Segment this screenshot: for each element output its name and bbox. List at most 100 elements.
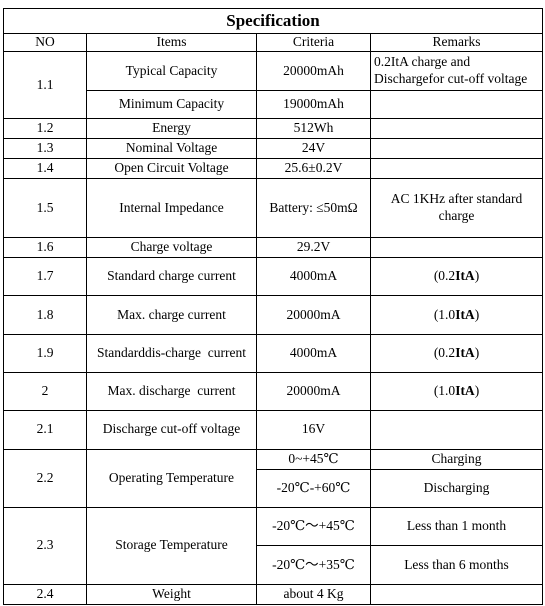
remark-text: ) <box>474 383 480 399</box>
row-item: Energy <box>86 117 257 140</box>
row-criteria: 29.2V <box>256 236 371 259</box>
row-remark <box>370 410 543 450</box>
row-no: 1.2 <box>3 117 87 140</box>
row-item: Typical Capacity <box>86 51 257 91</box>
remark-text: (1.0 <box>433 383 456 399</box>
table-row: 2.2 Operating Temperature 0~+45℃ Chargin… <box>3 448 543 509</box>
table-row: 2.1 Discharge cut-off voltage 16V <box>3 410 543 450</box>
table-row: -20℃～+35℃ Less than 6 months <box>4 545 543 585</box>
row-item: Max. charge current <box>86 295 257 335</box>
row-no: 1.8 <box>3 295 87 335</box>
header-remarks: Remarks <box>370 33 543 53</box>
row-remark: (1.0ItA) <box>370 295 543 335</box>
row-criteria: 4000mA <box>256 256 371 297</box>
remark-text: ) <box>474 268 480 284</box>
header-criteria: Criteria <box>256 33 371 53</box>
remark-line: 0.2ItA charge and <box>374 54 471 70</box>
table-row: 1.8 Max. charge current 20000mA (1.0ItA) <box>3 295 543 335</box>
table-row: 2.4 Weight about 4 Kg <box>3 583 543 606</box>
table-row: 1.2 Energy 512Wh <box>3 117 543 140</box>
row-criteria: -20℃～+45℃ <box>256 507 371 547</box>
remark-line: AC 1KHz after standard <box>390 191 523 207</box>
remark-line: charge <box>438 208 475 224</box>
row-remark <box>370 89 543 119</box>
row-no: 1.6 <box>3 236 87 259</box>
row-item: Standard charge current <box>86 256 257 297</box>
remark-text: (1.0 <box>433 306 456 322</box>
row-no: 2.4 <box>3 583 87 606</box>
header-items: Items <box>86 33 257 53</box>
row-no: 2.2 <box>3 448 87 509</box>
remark-text: ) <box>474 344 480 360</box>
remark-unit: ItA <box>455 268 475 284</box>
remark-unit: ItA <box>455 344 475 360</box>
row-item: Charge voltage <box>86 236 257 259</box>
remark-unit: ItA <box>455 383 475 399</box>
row-item: Discharge cut-off voltage <box>86 410 257 450</box>
row-item: Standarddis-charge current <box>86 333 257 373</box>
row-criteria: 20000mAh <box>256 51 371 91</box>
row-criteria: 19000mAh <box>256 89 371 119</box>
row-remark: AC 1KHz after standard charge <box>370 178 543 238</box>
row-no: 1.3 <box>3 138 87 160</box>
remark-line: Dischargefor cut-off voltage <box>374 71 528 86</box>
row-criteria: 512Wh <box>256 117 371 140</box>
row-criteria: 0~+45℃ <box>256 448 371 470</box>
row-item: Nominal Voltage <box>86 138 257 160</box>
header-no: NO <box>3 33 87 53</box>
row-remark: Discharging <box>370 468 543 509</box>
row-remark: Less than 1 month <box>370 507 543 547</box>
row-criteria: 4000mA <box>256 333 371 373</box>
row-criteria: -20℃～+35℃ <box>256 545 371 585</box>
row-remark <box>370 583 543 606</box>
remark-text: (0.2 <box>433 344 456 360</box>
row-no: 1.1 <box>3 51 87 119</box>
table-row: 1.5 Internal Impedance Battery: ≤50mΩ AC… <box>3 178 543 238</box>
table-row: 1.4 Open Circuit Voltage 25.6±0.2V <box>3 158 543 180</box>
row-item: Open Circuit Voltage <box>86 158 257 180</box>
row-no: 1.7 <box>3 256 87 297</box>
row-item: Weight <box>86 583 257 606</box>
row-criteria: 24V <box>256 138 371 160</box>
table-row: Minimum Capacity 19000mAh <box>4 89 543 119</box>
row-no: 1.9 <box>3 333 87 373</box>
table-row: 1.3 Nominal Voltage 24V <box>3 138 543 160</box>
row-remark: (1.0ItA) <box>370 371 543 412</box>
row-criteria: Battery: ≤50mΩ <box>256 178 371 238</box>
table-row: 2.3 Storage Temperature -20℃～+45℃ Less t… <box>3 507 543 585</box>
row-item: Operating Temperature <box>86 448 257 509</box>
table-row: 1.6 Charge voltage 29.2V <box>3 236 543 259</box>
table-row: 1.9 Standarddis-charge current 4000mA (0… <box>3 333 543 373</box>
table-row: -20℃-+60℃ Discharging <box>4 468 543 509</box>
row-remark: (0.2ItA) <box>370 333 543 373</box>
header-row: NO Items Criteria Remarks <box>3 33 543 53</box>
row-criteria: -20℃-+60℃ <box>256 468 371 509</box>
remark-text: ) <box>474 306 480 322</box>
row-no: 2 <box>3 371 87 412</box>
row-remark: Less than 6 months <box>370 545 543 585</box>
specification-table: Specification NO Items Criteria Remarks … <box>3 7 543 606</box>
remark-unit: ItA <box>455 306 475 322</box>
row-no: 2.3 <box>3 507 87 585</box>
row-no: 1.5 <box>3 178 87 238</box>
row-remark: 0.2ItA charge and Dischargefor cut-off v… <box>370 51 543 91</box>
row-criteria: about 4 Kg <box>256 583 371 606</box>
row-remark <box>370 236 543 259</box>
row-criteria: 16V <box>256 410 371 450</box>
row-remark: Charging <box>370 448 543 470</box>
row-item: Storage Temperature <box>86 507 257 585</box>
row-criteria: 25.6±0.2V <box>256 158 371 180</box>
row-remark <box>370 138 543 160</box>
table-title: Specification <box>3 7 543 35</box>
row-remark: (0.2ItA) <box>370 256 543 297</box>
row-criteria: 20000mA <box>256 295 371 335</box>
row-item: Minimum Capacity <box>86 89 257 119</box>
table-row: 1.1 Typical Capacity 20000mAh 0.2ItA cha… <box>3 51 543 119</box>
row-remark <box>370 117 543 140</box>
table-row: 1.7 Standard charge current 4000mA (0.2I… <box>3 256 543 297</box>
row-no: 1.4 <box>3 158 87 180</box>
table-row: 2 Max. discharge current 20000mA (1.0ItA… <box>3 371 543 412</box>
row-no: 2.1 <box>3 410 87 450</box>
remark-text: (0.2 <box>433 268 456 284</box>
row-item: Internal Impedance <box>86 178 257 238</box>
